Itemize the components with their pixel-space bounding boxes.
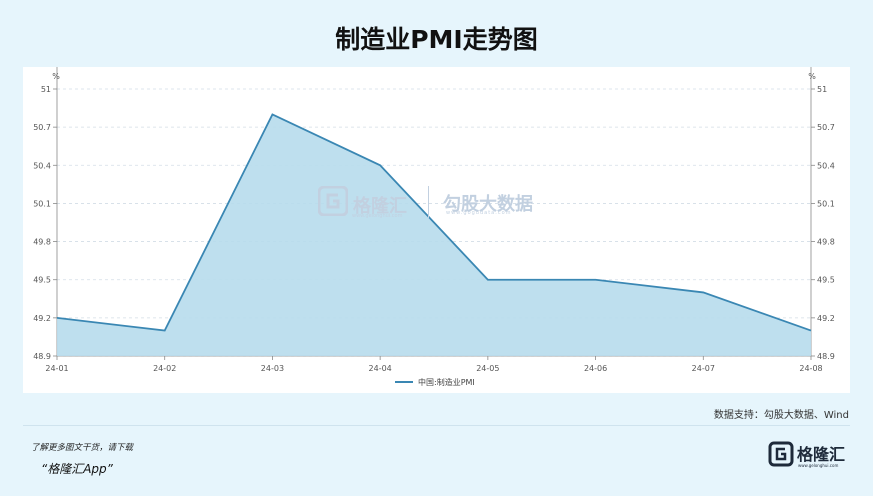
x-tick-label: 24-07 (692, 364, 715, 373)
y-tick-label-right: 51 (817, 85, 827, 94)
x-tick-label: 24-02 (153, 364, 176, 373)
gelonghui-watermark-icon (318, 186, 348, 216)
x-tick-label: 24-04 (369, 364, 392, 373)
gelonghui-logo-icon[interactable]: 格隆汇 www.gelonghui.com (768, 440, 854, 470)
watermark-url-2: www.gogudata.com (446, 210, 512, 216)
y-tick-label-right: 50.1 (817, 199, 835, 208)
footer-logo-text: 格隆汇 (797, 445, 845, 464)
series-area (57, 114, 811, 356)
y-tick-label-left: 50.1 (33, 199, 51, 208)
y-tick-label-right: 49.5 (817, 276, 835, 285)
watermark-brand: 格隆汇 (353, 196, 407, 217)
watermark-brand-2: 勾股大数据 (443, 194, 533, 215)
y-tick-label-right: 50.4 (817, 161, 835, 170)
series-line (56, 113, 812, 332)
y-tick-label-left: 49.5 (33, 276, 51, 285)
data-source: 数据支持：勾股大数据、Wind (713, 410, 849, 421)
watermark-url: www.gelonghui.com (352, 213, 403, 219)
y-tick-label-left: 48.9 (33, 352, 51, 361)
footer-promo-text: 了解更多图文干货，请下载 (31, 443, 134, 453)
chart-title: 制造业PMI走势图 (335, 25, 538, 54)
chart-panel: 48.9 48.9 49.2 49.2 49.5 49.5 49.8 49.8 50.1 50.1… (23, 67, 850, 393)
footer-logo-url: www.gelonghui.com (798, 463, 838, 468)
y-unit-left: % (52, 72, 60, 81)
x-tick-label: 24-05 (476, 364, 499, 373)
y-tick-label-left: 49.8 (33, 238, 51, 247)
footer-app-name: “格隆汇App” (41, 462, 113, 476)
y-tick-label-left: 51 (41, 85, 51, 94)
legend-label: 中国:制造业PMI (418, 377, 475, 387)
y-unit-right: % (808, 72, 816, 81)
y-tick-label-right: 48.9 (817, 352, 835, 361)
pmi-area-chart: 48.9 48.9 49.2 49.2 49.5 49.5 49.8 49.8 50.1 50.1… (33, 67, 835, 387)
footer-divider (23, 425, 850, 426)
y-tick-label-left: 50.7 (33, 123, 51, 132)
y-tick-label-left: 49.2 (33, 314, 51, 323)
y-tick-label-right: 50.7 (817, 123, 835, 132)
watermark-separator (428, 186, 429, 218)
y-tick-label-right: 49.8 (817, 238, 835, 247)
x-tick-label: 24-03 (261, 364, 284, 373)
x-tick-label: 24-01 (45, 364, 68, 373)
x-tick-label: 24-08 (799, 364, 822, 373)
x-tick-label: 24-06 (584, 364, 607, 373)
y-tick-label-left: 50.4 (33, 161, 51, 170)
y-tick-label-right: 49.2 (817, 314, 835, 323)
